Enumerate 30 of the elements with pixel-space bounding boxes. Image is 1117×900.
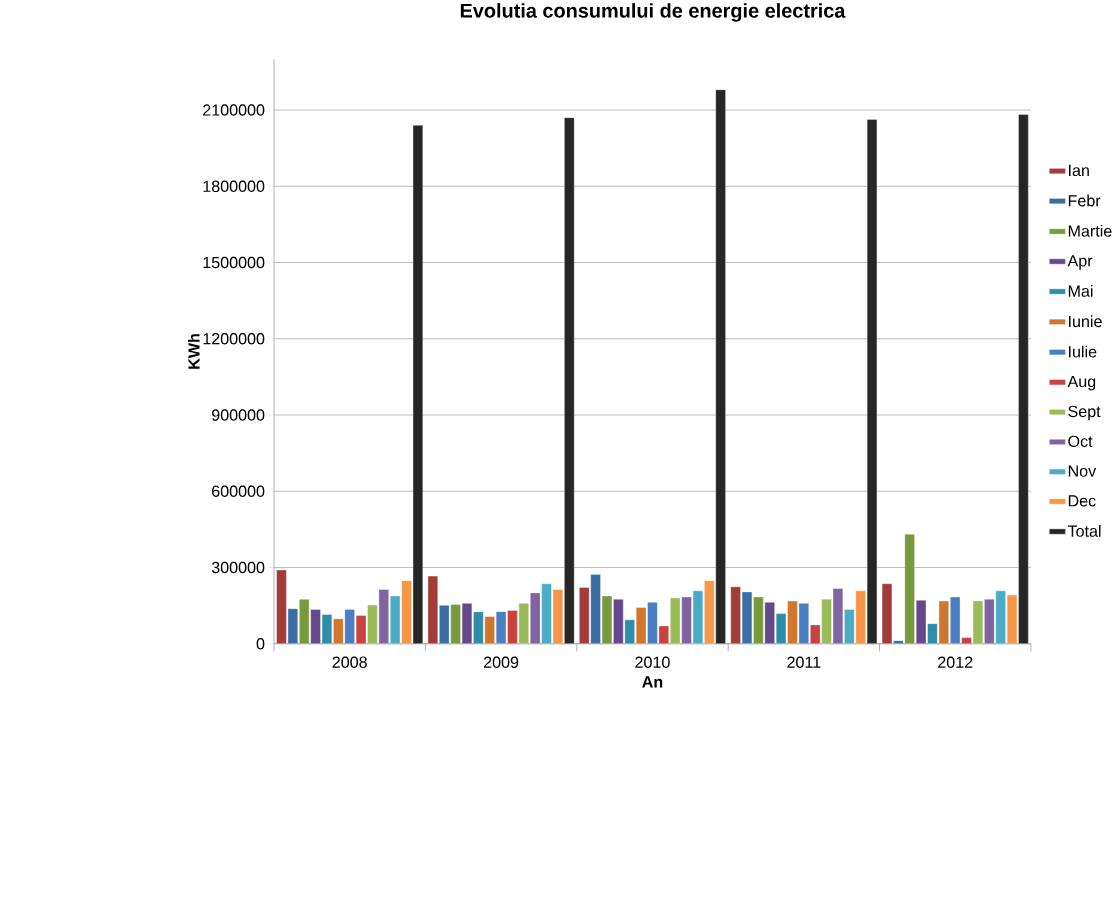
bar bbox=[904, 533, 915, 644]
legend-label: Sept bbox=[1068, 405, 1101, 421]
y-tick-label: 600000 bbox=[212, 485, 265, 497]
legend-label: Iulie bbox=[1069, 345, 1097, 358]
legend-label: Febr bbox=[1068, 194, 1101, 207]
legend-label: Iunie bbox=[1069, 315, 1102, 327]
x-tick-label: 2010 bbox=[635, 656, 670, 668]
y-tick-label: 300000 bbox=[211, 561, 265, 573]
y-axis-title: KWh bbox=[187, 333, 200, 369]
legend-label: Aug bbox=[1067, 375, 1096, 391]
y-tick-label: 1800000 bbox=[203, 180, 265, 192]
y-tick-label: 2100000 bbox=[203, 104, 265, 116]
legend-label: Oct bbox=[1068, 435, 1093, 447]
legend-label: Martie bbox=[1068, 224, 1112, 237]
y-tick-label: 900000 bbox=[211, 409, 265, 421]
x-axis-title: An bbox=[642, 676, 663, 688]
x-tick-label: 2012 bbox=[938, 656, 973, 668]
x-tick-label: 2008 bbox=[332, 656, 367, 668]
x-tick-label: 2011 bbox=[787, 656, 821, 668]
y-tick-label: 0 bbox=[256, 637, 265, 650]
legend-label: Mai bbox=[1068, 284, 1093, 297]
y-tick-label: 1500000 bbox=[203, 256, 265, 269]
y-tick-label: 1200000 bbox=[203, 332, 265, 345]
legend-label: Ian bbox=[1069, 164, 1089, 176]
legend-label: Total bbox=[1067, 524, 1101, 537]
x-tick-label: 2009 bbox=[483, 656, 519, 668]
legend-label: Nov bbox=[1068, 465, 1097, 477]
legend-label: Apr bbox=[1067, 255, 1093, 270]
chart-title: Evolutia consumului de energie electrica bbox=[460, 2, 846, 22]
legend-label: Dec bbox=[1068, 495, 1096, 507]
